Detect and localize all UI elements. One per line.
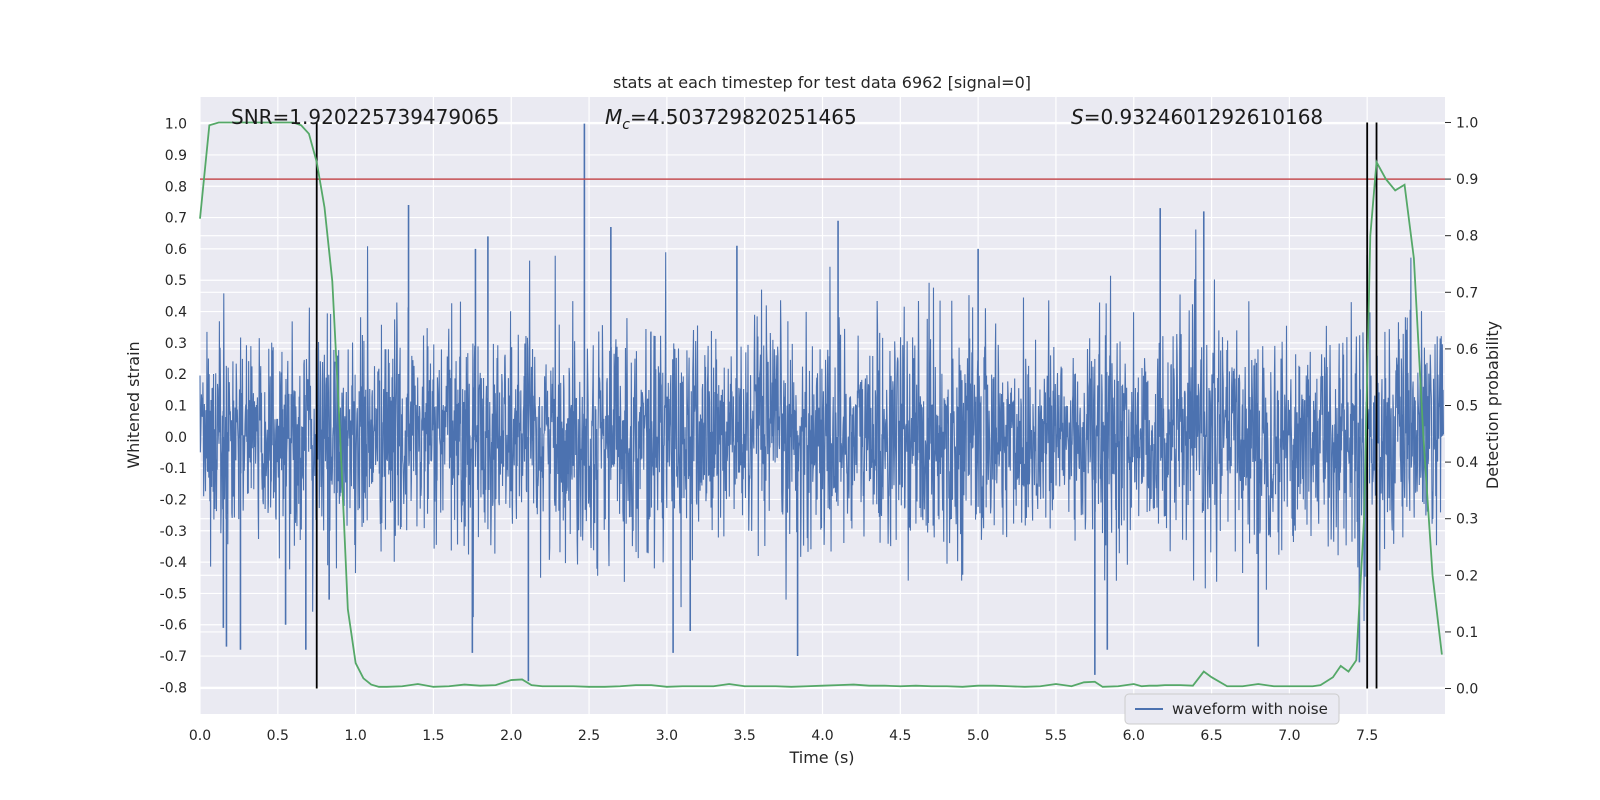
y-left-tick-label: 0.2 [165, 367, 187, 383]
legend-entry-strain: waveform with noise [1172, 700, 1328, 718]
annotation-mc-symbol: M [605, 105, 622, 129]
plot-content [199, 121, 1445, 689]
y-left-tick-label: 0.4 [165, 305, 187, 321]
x-tick-label: 7.5 [1356, 728, 1378, 744]
y-right-tick-label: 0.6 [1456, 342, 1478, 358]
y-left-tick-label: 0.9 [165, 148, 187, 164]
y-left-tick-label: 0.0 [165, 430, 187, 446]
x-ticks: 0.0 0.5 1.0 1.5 2.0 2.5 3.0 3.5 4.0 4.5 5.0 5.5 6.0 6… [189, 728, 1378, 744]
x-tick-label: 4.5 [889, 728, 911, 744]
legend: waveform with noise [1124, 693, 1340, 725]
y-left-tick-label: -0.1 [160, 461, 187, 477]
y-left-tick-label: 0.6 [165, 242, 187, 258]
legend-box [1124, 693, 1340, 725]
x-tick-label: 1.0 [344, 728, 366, 744]
x-tick-label: 5.5 [1045, 728, 1067, 744]
y-right-tick-label: 0.4 [1456, 455, 1478, 471]
annotation-s: S=0.9324601292610168 [1071, 105, 1323, 129]
annotation-mc-subscript: c [622, 117, 630, 133]
y-left-tick-label: -0.7 [160, 649, 187, 665]
annotation-mc-value: =4.503729820251465 [630, 105, 857, 129]
y-right-tick-label: 0.9 [1456, 172, 1478, 188]
y-left-ticks: -0.8 -0.7 -0.6 -0.5 -0.4 -0.3 -0.2 -0.1 0.0 0.1 0.… [160, 117, 187, 697]
y-left-tick-label: -0.6 [160, 618, 187, 634]
x-tick-label: 2.0 [500, 728, 522, 744]
y-right-tick-label: 0.0 [1456, 682, 1478, 698]
y-right-tick-label: 0.1 [1456, 625, 1478, 641]
y-left-tick-label: 0.1 [165, 399, 187, 415]
y-right-tick-label: 0.5 [1456, 399, 1478, 415]
x-tick-label: 5.0 [967, 728, 989, 744]
y-left-tick-label: 0.8 [165, 179, 187, 195]
y-right-ticks: 0.0 0.1 0.2 0.3 0.4 0.5 0.6 0.7 0.8 0.9 1.0 [1445, 115, 1478, 698]
y-left-tick-label: -0.4 [160, 555, 187, 571]
x-tick-label: 7.0 [1278, 728, 1300, 744]
y-right-tick-label: 0.8 [1456, 229, 1478, 245]
y-left-tick-label: -0.5 [160, 586, 187, 602]
y-left-tick-label: 0.3 [165, 336, 187, 352]
y-left-tick-label: -0.3 [160, 524, 187, 540]
x-tick-label: 0.0 [189, 728, 211, 744]
strain-series-line [199, 229, 1444, 622]
x-tick-label: 3.5 [734, 728, 756, 744]
x-tick-label: 1.5 [422, 728, 444, 744]
annotation-mc: Mc=4.503729820251465 [605, 105, 857, 133]
y-right-axis-label: Detection probability [1483, 321, 1502, 489]
y-right-tick-label: 0.7 [1456, 285, 1478, 301]
x-tick-label: 0.5 [267, 728, 289, 744]
y-left-tick-label: -0.2 [160, 492, 187, 508]
x-axis-label: Time (s) [788, 748, 854, 767]
y-left-tick-label: 0.5 [165, 273, 187, 289]
x-tick-label: 6.0 [1123, 728, 1145, 744]
annotation-snr: SNR=1.920225739479065 [231, 105, 499, 129]
probability-series-line [199, 121, 1443, 688]
y-right-tick-label: 1.0 [1456, 115, 1478, 131]
x-tick-label: 3.0 [656, 728, 678, 744]
annotation-s-symbol: S [1071, 105, 1084, 129]
y-right-tick-label: 0.2 [1456, 568, 1478, 584]
x-tick-label: 6.5 [1200, 728, 1222, 744]
x-tick-label: 2.5 [578, 728, 600, 744]
y-left-tick-label: -0.8 [160, 680, 187, 696]
y-right-tick-label: 0.3 [1456, 512, 1478, 528]
x-tick-label: 4.0 [811, 728, 833, 744]
y-left-tick-label: 1.0 [165, 117, 187, 133]
y-left-tick-label: 0.7 [165, 211, 187, 227]
chart-title: stats at each timestep for test data 696… [613, 73, 1031, 92]
annotation-s-value: =0.9324601292610168 [1084, 105, 1323, 129]
y-left-axis-label: Whitened strain [124, 341, 143, 468]
